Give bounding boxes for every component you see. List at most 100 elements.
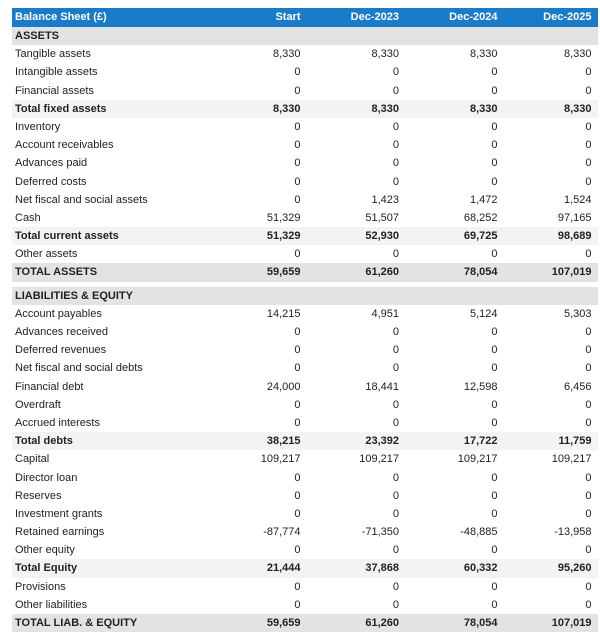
cell-value: 78,054 <box>463 266 498 279</box>
cell-value: 8,330 <box>272 48 301 61</box>
cell-value: 5,303 <box>563 307 592 320</box>
cell-value: 0 <box>294 398 301 411</box>
row-label: Reserves <box>15 489 62 502</box>
table-row: Inventory 0 0 0 0 <box>12 118 598 136</box>
table-row: Accrued interests 0 0 0 0 <box>12 414 598 432</box>
row-label: Retained earnings <box>15 526 105 539</box>
column-header-dec-2024: Dec-2024 <box>449 11 498 23</box>
cell-value: 0 <box>491 544 498 557</box>
cell-value: 8,330 <box>563 48 592 61</box>
cell-value: 0 <box>392 416 399 429</box>
table-row: Capital 109,217 109,217 109,217 109,217 <box>12 450 598 468</box>
cell-value: -71,350 <box>361 526 399 539</box>
cell-value: 0 <box>491 248 498 261</box>
cell-value: 8,330 <box>371 102 399 115</box>
cell-value: 0 <box>294 157 301 170</box>
cell-value: 0 <box>491 66 498 79</box>
table-row: Financial debt 24,000 18,441 12,598 6,456 <box>12 378 598 396</box>
row-label: Director loan <box>15 471 78 484</box>
cell-value: 59,659 <box>266 266 301 279</box>
cell-value: 0 <box>294 139 301 152</box>
cell-value: 0 <box>585 544 592 557</box>
cell-value: 60,332 <box>463 562 498 575</box>
cell-value: 0 <box>491 398 498 411</box>
cell-value: 0 <box>294 66 301 79</box>
cell-value: 109,217 <box>260 453 301 466</box>
cell-value: 17,722 <box>463 435 498 448</box>
cell-value: 0 <box>294 84 301 97</box>
table-title: Balance Sheet (£) <box>15 11 107 23</box>
cell-value: 0 <box>585 344 592 357</box>
section-header-liabilities: LIABILITIES & EQUITY <box>12 286 598 305</box>
table-row: Account payables 14,215 4,951 5,124 5,303 <box>12 305 598 323</box>
row-label: Net fiscal and social debts <box>15 362 143 375</box>
table-row: Net fiscal and social assets 0 1,423 1,472 1… <box>12 191 598 209</box>
row-label: Account payables <box>15 307 102 320</box>
row-label: Accrued interests <box>15 416 100 429</box>
table-row: Reserves 0 0 0 0 <box>12 487 598 505</box>
table-row: Other equity 0 0 0 0 <box>12 541 598 559</box>
balance-sheet-table: Balance Sheet (£) Start Dec-2023 Dec-202… <box>12 8 598 633</box>
table-row: Intangible assets 0 0 0 0 <box>12 63 598 81</box>
cell-value: 0 <box>392 598 399 611</box>
cell-value: 8,330 <box>469 48 498 61</box>
row-label: Financial assets <box>15 84 94 97</box>
table-row: Account receivables 0 0 0 0 <box>12 136 598 154</box>
cell-value: 0 <box>392 139 399 152</box>
row-label: Tangible assets <box>15 48 91 61</box>
liabilities-rows: Account payables 14,215 4,951 5,124 5,303 Adv… <box>12 305 598 633</box>
table-row: TOTAL LIAB. & EQUITY 59,659 61,260 78,054 10… <box>12 614 598 633</box>
cell-value: 51,329 <box>266 230 301 243</box>
cell-value: 0 <box>585 489 592 502</box>
cell-value: 0 <box>392 489 399 502</box>
cell-value: 0 <box>491 175 498 188</box>
cell-value: 8,330 <box>272 102 301 115</box>
cell-value: 0 <box>392 248 399 261</box>
cell-value: 69,725 <box>463 230 498 243</box>
row-label: Total debts <box>15 435 73 448</box>
cell-value: 0 <box>491 120 498 133</box>
cell-value: 0 <box>392 326 399 338</box>
cell-value: 98,689 <box>557 230 592 243</box>
cell-value: 14,215 <box>266 307 301 320</box>
row-label: Total Equity <box>15 562 78 575</box>
cell-value: 18,441 <box>365 380 399 393</box>
cell-value: 38,215 <box>266 435 301 448</box>
cell-value: 8,330 <box>371 48 399 61</box>
row-label: Cash <box>15 211 41 224</box>
cell-value: 0 <box>392 120 399 133</box>
cell-value: 24,000 <box>266 380 301 393</box>
column-header-start: Start <box>275 11 301 23</box>
cell-value: 0 <box>491 139 498 152</box>
cell-value: 0 <box>392 175 399 188</box>
row-label: Account receivables <box>15 139 114 152</box>
cell-value: 21,444 <box>266 562 301 575</box>
cell-value: 4,951 <box>371 307 399 320</box>
cell-value: 0 <box>491 362 498 375</box>
cell-value: 1,472 <box>469 193 498 206</box>
cell-value: -48,885 <box>460 526 498 539</box>
cell-value: 0 <box>294 598 301 611</box>
column-header-dec-2023: Dec-2023 <box>350 11 399 23</box>
assets-rows: Tangible assets 8,330 8,330 8,330 8,330 Intan… <box>12 45 598 282</box>
table-header: Balance Sheet (£) Start Dec-2023 Dec-202… <box>12 8 598 27</box>
cell-value: 0 <box>392 66 399 79</box>
table-row: TOTAL ASSETS 59,659 61,260 78,054 107,019 <box>12 263 598 282</box>
table-row: Total debts 38,215 23,392 17,722 11,759 <box>12 432 598 451</box>
cell-value: 0 <box>294 193 301 206</box>
cell-value: 0 <box>585 362 592 375</box>
cell-value: 0 <box>585 120 592 133</box>
cell-value: 0 <box>491 157 498 170</box>
cell-value: 0 <box>585 471 592 484</box>
row-label: Other assets <box>15 248 78 261</box>
cell-value: -13,958 <box>554 526 592 539</box>
row-label: Provisions <box>15 580 66 593</box>
cell-value: 1,524 <box>563 193 592 206</box>
table-row: Tangible assets 8,330 8,330 8,330 8,330 <box>12 45 598 63</box>
cell-value: 0 <box>491 344 498 357</box>
cell-value: 0 <box>294 326 301 338</box>
table-row: Advances paid 0 0 0 0 <box>12 154 598 172</box>
cell-value: 12,598 <box>463 380 498 393</box>
cell-value: 0 <box>491 416 498 429</box>
row-label: Investment grants <box>15 507 103 520</box>
